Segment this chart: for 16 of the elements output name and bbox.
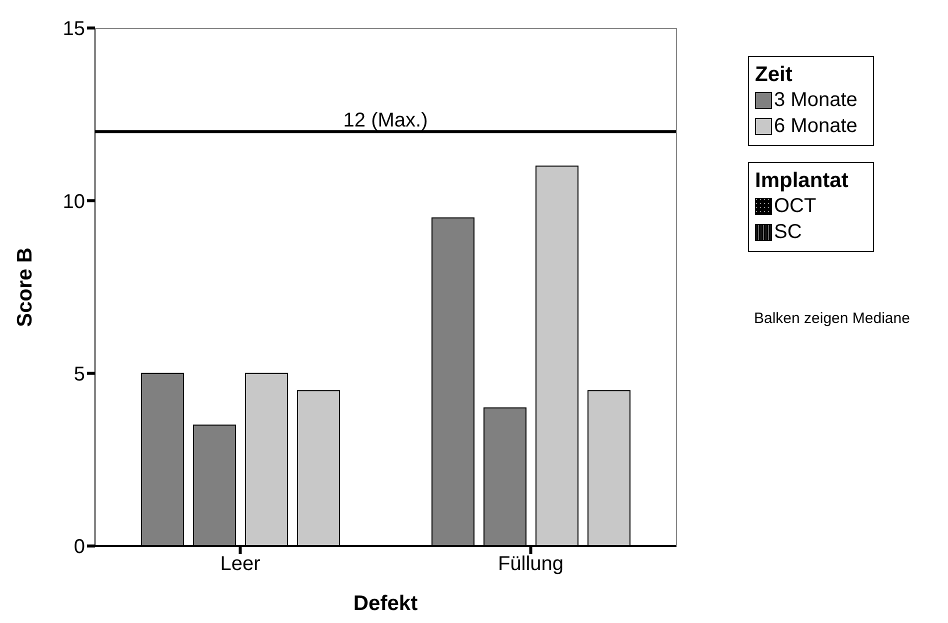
y-tick-label: 5 (74, 363, 85, 386)
x-tick-label: Leer (220, 553, 261, 576)
text: OCT (773, 194, 818, 219)
y-tick-label: 0 (74, 536, 85, 558)
text: Zeit (755, 63, 794, 87)
ref-line-label: 12 (Max.) (343, 110, 428, 132)
y-tick-label: 10 (62, 190, 85, 213)
x-axis-title: Defekt (353, 592, 418, 615)
y-tick-label: 15 (62, 18, 85, 40)
text: SC (773, 220, 803, 245)
text: Balken zeigen Mediane (754, 310, 910, 327)
text: 6 Monate (773, 114, 858, 139)
x-tick-label: Füllung (498, 553, 564, 576)
text: Implantat (755, 169, 850, 193)
y-axis-title: Score B (13, 248, 36, 327)
text: 3 Monate (773, 88, 858, 113)
